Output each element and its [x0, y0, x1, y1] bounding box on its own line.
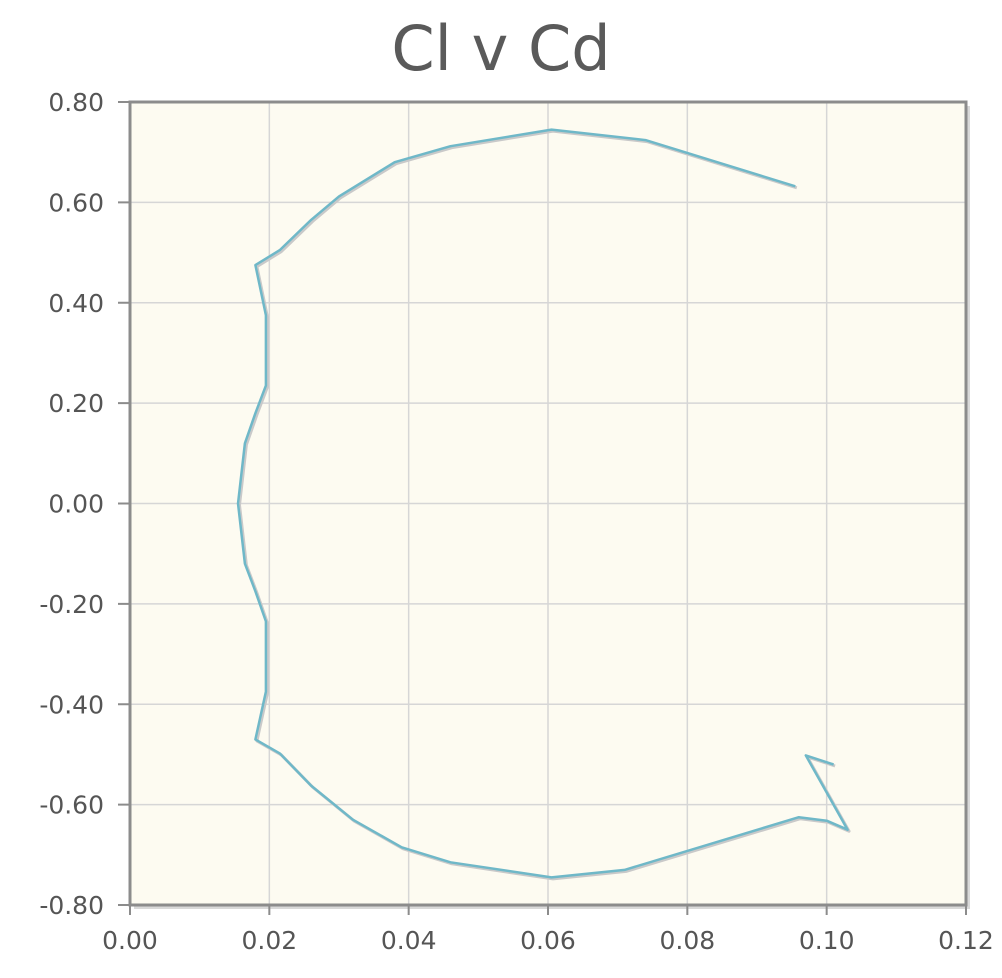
- y-tick-label: 0.40: [48, 289, 104, 318]
- x-tick-label: 0.04: [381, 926, 437, 955]
- x-tick-label: 0.08: [659, 926, 715, 955]
- series-line: [236, 128, 849, 879]
- y-tick-label: 0.60: [48, 188, 104, 217]
- y-tick-label: 0.80: [48, 88, 104, 117]
- x-tick-label: 0.06: [520, 926, 576, 955]
- y-tick-label: -0.60: [39, 791, 104, 820]
- y-tick-label: -0.20: [39, 590, 104, 619]
- y-tick-label: 0.20: [48, 389, 104, 418]
- x-tick-label: 0.10: [799, 926, 855, 955]
- y-tick-label: -0.40: [39, 690, 104, 719]
- chart-title: Cl v Cd: [391, 12, 611, 85]
- x-tick-label: 0.00: [102, 926, 158, 955]
- x-tick-label: 0.02: [241, 926, 297, 955]
- y-tick-label: 0.00: [48, 490, 104, 519]
- plot-border: [128, 100, 968, 907]
- y-tick-label: -0.80: [39, 891, 104, 920]
- x-tick-label: 0.12: [938, 926, 994, 955]
